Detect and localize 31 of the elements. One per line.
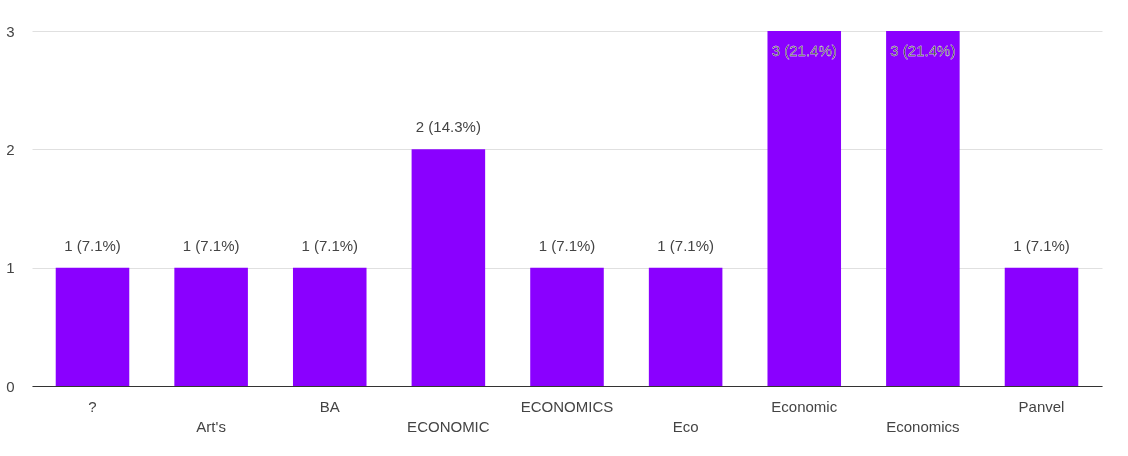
x-tick-label: Panvel	[1018, 398, 1065, 415]
x-tick-label: Eco	[672, 418, 699, 435]
bar	[292, 267, 367, 386]
y-tick-label: 1	[6, 259, 15, 277]
data-label: 3 (21.4%)	[771, 42, 837, 59]
bar	[767, 31, 842, 386]
bar	[411, 149, 486, 386]
data-label: 1 (7.1%)	[538, 236, 596, 254]
x-tick-label: BA	[319, 398, 340, 415]
bar	[1004, 267, 1079, 386]
bar	[174, 267, 248, 386]
y-tick-label: 2	[6, 140, 15, 158]
data-label: 1 (7.1%)	[64, 236, 121, 254]
bar	[886, 31, 960, 386]
data-label: 1 (7.1%)	[182, 236, 240, 254]
bar	[530, 267, 604, 386]
bar	[648, 267, 723, 386]
x-tick-label: ?	[88, 398, 97, 415]
data-label: 1 (7.1%)	[1013, 236, 1070, 254]
data-label: 1 (7.1%)	[657, 236, 714, 254]
x-tick-label: Art's	[196, 418, 226, 435]
bar	[55, 267, 130, 386]
x-tick-label: ECONOMIC	[407, 418, 490, 435]
data-label: 3 (21.4%)	[890, 42, 956, 59]
data-label: 2 (14.3%)	[415, 118, 481, 136]
y-tick-label: 0	[6, 377, 15, 395]
x-tick-label: Economics	[886, 418, 960, 435]
y-tick-label: 3	[6, 22, 15, 40]
x-tick-label: Economic	[771, 398, 838, 415]
data-label: 1 (7.1%)	[301, 236, 359, 254]
x-tick-label: ECONOMICS	[520, 398, 614, 415]
